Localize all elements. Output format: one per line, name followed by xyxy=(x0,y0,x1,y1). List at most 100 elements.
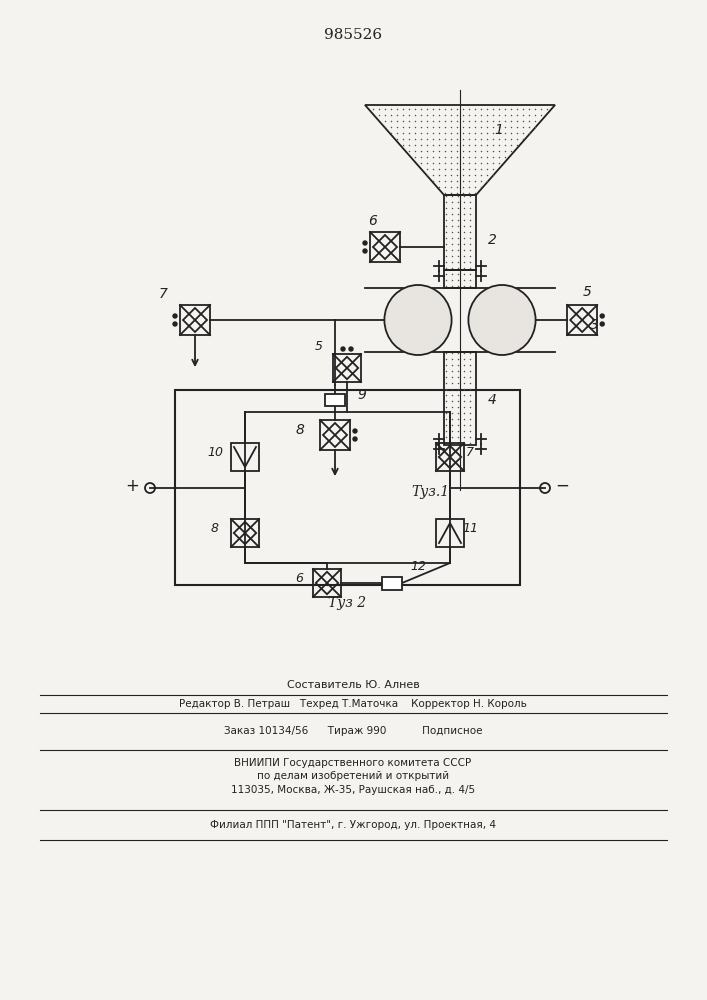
Point xyxy=(464,393,476,409)
Point xyxy=(499,125,510,141)
Point xyxy=(457,173,469,189)
Point xyxy=(446,393,457,409)
Point xyxy=(385,125,397,141)
Point xyxy=(445,107,457,123)
Point xyxy=(440,194,452,210)
Point xyxy=(452,351,464,367)
Point xyxy=(475,107,486,123)
Point xyxy=(409,149,421,165)
Point xyxy=(464,206,476,222)
Point xyxy=(452,429,464,445)
Point xyxy=(464,272,476,288)
Point xyxy=(469,167,481,183)
Point xyxy=(446,236,457,252)
Point xyxy=(464,357,476,373)
Point xyxy=(458,194,469,210)
Point xyxy=(493,131,505,147)
Point xyxy=(464,212,476,228)
Point xyxy=(518,113,529,129)
Point xyxy=(452,369,464,385)
Point xyxy=(415,155,426,171)
Point xyxy=(373,107,385,123)
Point xyxy=(457,119,469,135)
Point xyxy=(380,113,391,129)
Point xyxy=(452,230,464,246)
Point xyxy=(469,161,481,177)
Point xyxy=(487,161,498,177)
Point xyxy=(457,179,469,195)
Point xyxy=(427,137,438,153)
Circle shape xyxy=(600,322,604,326)
Point xyxy=(440,266,452,282)
Point xyxy=(452,248,464,264)
Point xyxy=(445,185,457,201)
Point xyxy=(397,101,409,117)
Circle shape xyxy=(600,314,604,318)
Point xyxy=(427,161,438,177)
Point xyxy=(464,417,476,433)
Point xyxy=(404,101,415,117)
Point xyxy=(439,125,450,141)
Point xyxy=(518,119,529,135)
Text: Составитель Ю. Алнев: Составитель Ю. Алнев xyxy=(286,680,419,690)
Point xyxy=(518,131,529,147)
Point xyxy=(451,107,462,123)
Point xyxy=(433,167,445,183)
Point xyxy=(439,119,450,135)
Point xyxy=(463,107,474,123)
Point xyxy=(440,369,452,385)
Point xyxy=(458,351,469,367)
Point xyxy=(392,125,403,141)
Point xyxy=(469,125,481,141)
Point xyxy=(464,200,476,216)
Text: 9: 9 xyxy=(357,388,366,402)
Point xyxy=(446,429,457,445)
Point xyxy=(433,131,445,147)
Point xyxy=(481,155,493,171)
Point xyxy=(463,173,474,189)
Point xyxy=(421,155,433,171)
Bar xyxy=(231,443,259,471)
Point xyxy=(487,107,498,123)
Bar xyxy=(313,569,341,597)
Point xyxy=(511,101,522,117)
Point xyxy=(440,411,452,427)
Circle shape xyxy=(353,429,357,433)
Point xyxy=(445,161,457,177)
Point xyxy=(499,137,510,153)
Point xyxy=(409,101,421,117)
Point xyxy=(433,137,445,153)
Point xyxy=(463,101,474,117)
Point xyxy=(481,131,493,147)
Point xyxy=(464,345,476,361)
Point xyxy=(380,107,391,123)
Point xyxy=(475,119,486,135)
Point xyxy=(440,224,452,240)
Point xyxy=(458,417,469,433)
Point xyxy=(446,254,457,270)
Point xyxy=(445,101,457,117)
Point xyxy=(451,155,462,171)
Bar xyxy=(175,390,520,585)
Point xyxy=(463,119,474,135)
Point xyxy=(440,393,452,409)
Point xyxy=(481,143,493,159)
Point xyxy=(427,149,438,165)
Point xyxy=(452,393,464,409)
Point xyxy=(464,194,476,210)
Point xyxy=(404,143,415,159)
Point xyxy=(506,119,517,135)
Point xyxy=(493,119,505,135)
Point xyxy=(458,429,469,445)
Point xyxy=(446,435,457,451)
Point xyxy=(523,101,534,117)
Point xyxy=(421,167,433,183)
Point xyxy=(458,381,469,397)
Point xyxy=(433,125,445,141)
Point xyxy=(493,137,505,153)
Point xyxy=(511,107,522,123)
Point xyxy=(427,131,438,147)
Point xyxy=(433,155,445,171)
Point xyxy=(446,381,457,397)
Point xyxy=(445,155,457,171)
